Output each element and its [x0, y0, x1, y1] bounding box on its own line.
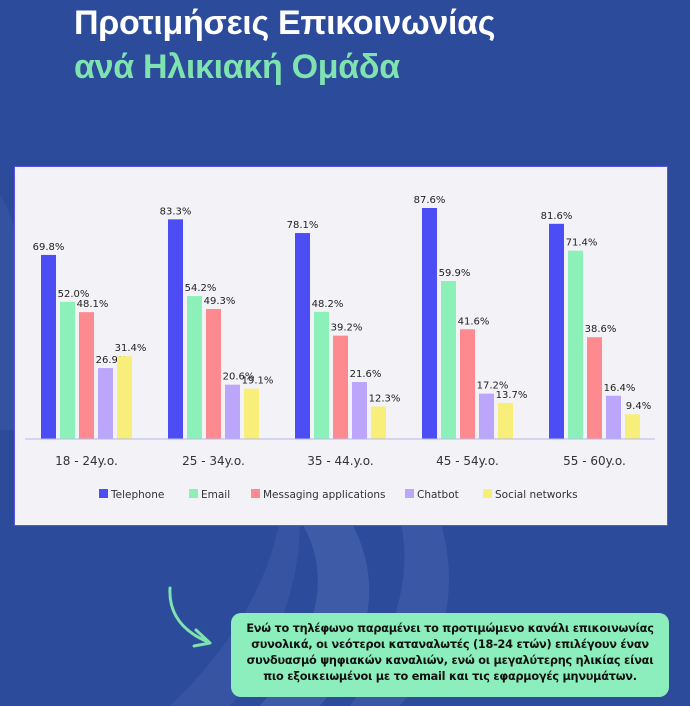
category-label: 25 - 34y.o. [182, 454, 245, 468]
legend-swatch [405, 489, 414, 498]
data-label: 20.6% [223, 372, 255, 383]
bar-chatbot [606, 395, 621, 439]
bar-telephone [549, 223, 564, 439]
data-label: 16.4% [604, 383, 636, 394]
bar-social-networks [244, 388, 259, 439]
chart-card: 69.8% 52.0% 48.1% 26.9% 31.4% 18 - 24y.o. 83.3… [14, 166, 668, 526]
data-label: 19.1% [242, 376, 274, 387]
legend-swatch [99, 489, 108, 498]
bar-messaging-applications [460, 329, 475, 439]
category-label: 35 - 44.y.o. [307, 454, 373, 468]
data-label: 9.4% [626, 401, 651, 412]
bar-chatbot [352, 382, 367, 439]
data-label: 83.3% [160, 206, 192, 217]
bar-social-networks [498, 402, 513, 439]
bar-chart: 69.8% 52.0%48.1% 26.9%31.4% 18 - 24y.o. 83.3… [25, 195, 655, 501]
data-label: 69.8% [33, 242, 65, 253]
legend-swatch [189, 489, 198, 498]
data-label: 54.2% [185, 283, 217, 294]
legend-label: Email [201, 489, 230, 501]
page-subtitle: ανά Ηλικιακή Ομάδα [74, 48, 400, 86]
bar-messaging-applications [206, 308, 221, 439]
bar-social-networks [117, 356, 132, 439]
data-label: 48.2% [312, 299, 344, 310]
bar-messaging-applications [333, 335, 348, 439]
bar-telephone [295, 233, 310, 439]
curved-arrow-icon [168, 586, 212, 648]
legend-swatch [251, 489, 260, 498]
bar-email [187, 296, 202, 439]
category-label: 18 - 24y.o. [55, 454, 118, 468]
bar-chatbot [225, 384, 240, 439]
data-label: 71.4% [566, 238, 598, 249]
data-label: 38.6% [585, 324, 617, 335]
data-label: 87.6% [414, 195, 446, 206]
bar-chatbot [98, 368, 113, 439]
bar-chatbot [479, 393, 494, 439]
bar-social-networks [625, 414, 640, 439]
data-label: 49.3% [204, 296, 236, 307]
legend-label: Messaging applications [263, 489, 386, 501]
data-label: 59.9% [439, 268, 471, 279]
bar-social-networks [371, 406, 386, 439]
legend-label: Chatbot [417, 489, 459, 501]
bar-messaging-applications [79, 312, 94, 439]
bar-telephone [41, 254, 56, 439]
data-label: 48.1% [77, 299, 109, 310]
bar-email [60, 301, 75, 439]
data-label: 78.1% [287, 220, 319, 231]
legend-label: Telephone [110, 489, 164, 501]
page-title: Προτιμήσεις Επικοινωνίας [74, 4, 496, 42]
bar-email [314, 311, 329, 439]
insight-note: Ενώ το τηλέφωνο παραμένει το προτιμώμενο… [231, 613, 669, 697]
category-label: 45 - 54y.o. [436, 454, 499, 468]
data-label: 31.4% [115, 343, 147, 354]
legend-label: Social networks [495, 489, 578, 501]
bar-telephone [168, 219, 183, 439]
bar-telephone [422, 208, 437, 439]
data-label: 21.6% [350, 369, 382, 380]
data-label: 17.2% [477, 381, 509, 392]
data-label: 52.0% [58, 289, 90, 300]
data-label: 26.9% [96, 355, 128, 366]
bar-messaging-applications [587, 337, 602, 439]
legend-swatch [483, 489, 492, 498]
bar-email [568, 250, 583, 439]
bar-email [441, 281, 456, 439]
data-label: 13.7% [496, 390, 528, 401]
data-label: 12.3% [369, 394, 401, 405]
data-label: 41.6% [458, 316, 490, 327]
data-label: 81.6% [541, 211, 573, 222]
data-label: 39.2% [331, 323, 363, 334]
category-label: 55 - 60y.o. [563, 454, 626, 468]
